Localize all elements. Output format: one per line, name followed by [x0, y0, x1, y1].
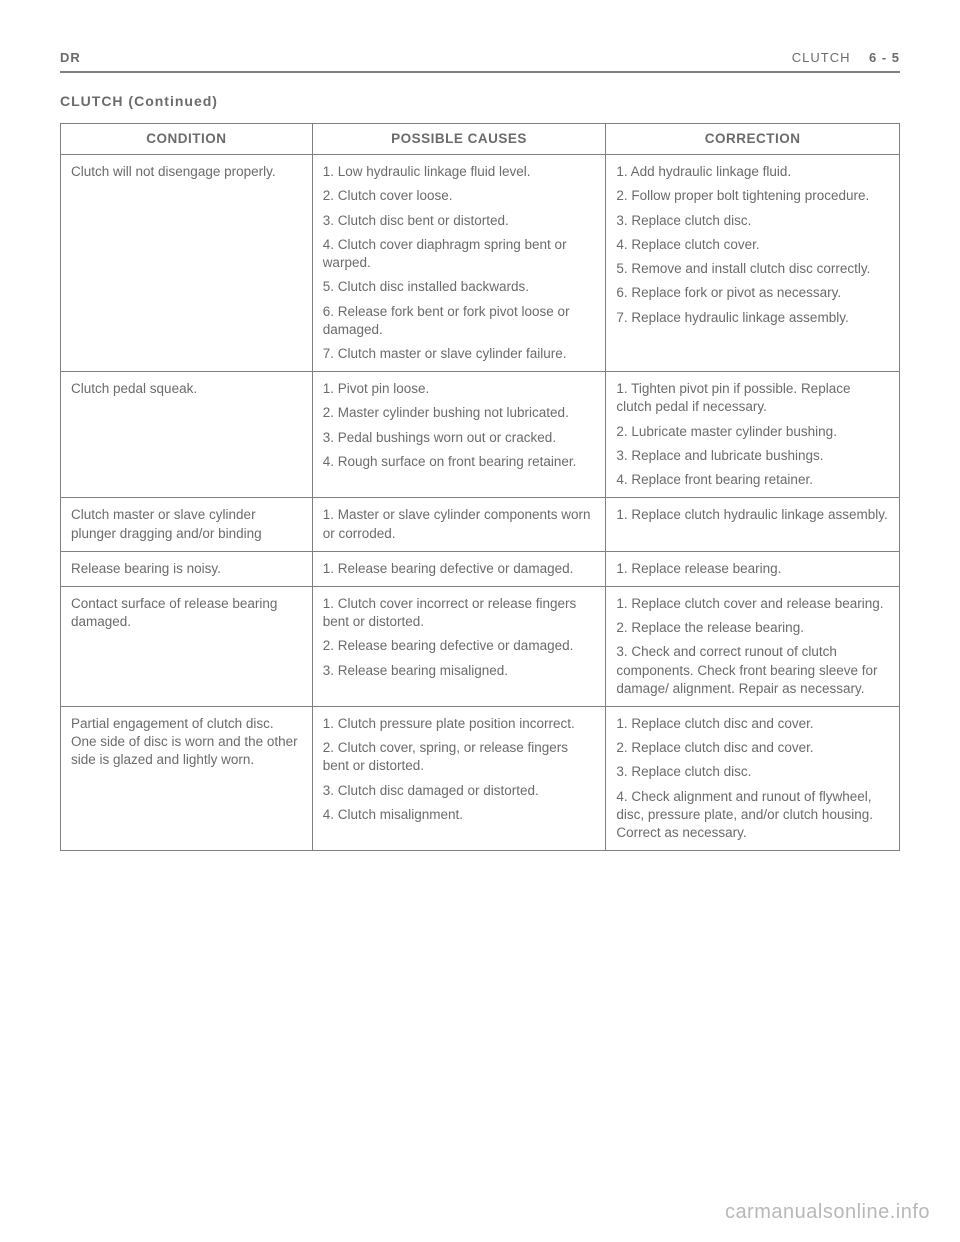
header-section: CLUTCH	[792, 50, 851, 65]
cause-item: 1. Release bearing defective or damaged.	[323, 560, 596, 578]
correction-item: 5. Remove and install clutch disc correc…	[616, 260, 889, 278]
cause-item: 2. Release bearing defective or damaged.	[323, 637, 596, 655]
correction-item: 4. Replace clutch cover.	[616, 236, 889, 254]
table-row: Clutch master or slave cylinder plunger …	[61, 498, 900, 551]
causes-cell: 1. Clutch pressure plate position incorr…	[312, 707, 606, 851]
cause-item: 1. Clutch cover incorrect or release fin…	[323, 595, 596, 631]
causes-cell: 1. Low hydraulic linkage fluid level. 2. …	[312, 155, 606, 372]
causes-cell: 1. Pivot pin loose. 2. Master cylinder bu…	[312, 372, 606, 498]
cause-item: 1. Pivot pin loose.	[323, 380, 596, 398]
col-correction: CORRECTION	[606, 124, 900, 155]
col-condition: CONDITION	[61, 124, 313, 155]
watermark: carmanualsonline.info	[725, 1201, 930, 1224]
correction-item: 2. Follow proper bolt tightening procedu…	[616, 187, 889, 205]
correction-cell: 1. Replace clutch cover and release bear…	[606, 586, 900, 706]
header-page: 6 - 5	[869, 50, 900, 65]
correction-item: 1. Replace clutch cover and release bear…	[616, 595, 889, 613]
cause-item: 4. Clutch misalignment.	[323, 806, 596, 824]
cause-item: 1. Low hydraulic linkage fluid level.	[323, 163, 596, 181]
correction-cell: 1. Replace release bearing.	[606, 551, 900, 586]
condition-cell: Clutch master or slave cylinder plunger …	[61, 498, 313, 551]
cause-item: 4. Clutch cover diaphragm spring bent or…	[323, 236, 596, 272]
cause-item: 3. Clutch disc bent or distorted.	[323, 212, 596, 230]
table-row: Clutch pedal squeak. 1. Pivot pin loose. 2…	[61, 372, 900, 498]
condition-cell: Clutch pedal squeak.	[61, 372, 313, 498]
cause-item: 2. Clutch cover loose.	[323, 187, 596, 205]
correction-item: 3. Check and correct runout of clutch co…	[616, 643, 889, 698]
header-rule	[60, 71, 900, 73]
correction-item: 6. Replace fork or pivot as necessary.	[616, 284, 889, 302]
table-row: Clutch will not disengage properly.1. Lo…	[61, 155, 900, 372]
causes-cell: 1. Master or slave cylinder components w…	[312, 498, 606, 551]
correction-item: 4. Replace front bearing retainer.	[616, 471, 889, 489]
correction-item: 3. Replace clutch disc.	[616, 212, 889, 230]
correction-item: 2. Replace clutch disc and cover.	[616, 739, 889, 757]
correction-item: 3. Replace and lubricate bushings.	[616, 447, 889, 465]
correction-item: 1. Tighten pivot pin if possible. Replac…	[616, 380, 889, 416]
correction-cell: 1. Replace clutch disc and cover. 2. Repl…	[606, 707, 900, 851]
correction-item: 2. Replace the release bearing.	[616, 619, 889, 637]
cause-item: 7. Clutch master or slave cylinder failu…	[323, 345, 596, 363]
correction-item: 3. Replace clutch disc.	[616, 763, 889, 781]
correction-item: 1. Replace clutch hydraulic linkage asse…	[616, 506, 889, 524]
correction-item: 1. Replace clutch disc and cover.	[616, 715, 889, 733]
cause-item: 3. Release bearing misaligned.	[323, 662, 596, 680]
correction-cell: 1. Add hydraulic linkage fluid. 2. Follow…	[606, 155, 900, 372]
cause-item: 2. Master cylinder bushing not lubricate…	[323, 404, 596, 422]
header-left: DR	[60, 50, 89, 65]
col-causes: POSSIBLE CAUSES	[312, 124, 606, 155]
causes-cell: 1. Release bearing defective or damaged.	[312, 551, 606, 586]
cause-item: 6. Release fork bent or fork pivot loose…	[323, 303, 596, 339]
table-header-row: CONDITION POSSIBLE CAUSES CORRECTION	[61, 124, 900, 155]
cause-item: 3. Pedal bushings worn out or cracked.	[323, 429, 596, 447]
correction-item: 2. Lubricate master cylinder bushing.	[616, 423, 889, 441]
cause-item: 1. Master or slave cylinder components w…	[323, 506, 596, 542]
cause-item: 5. Clutch disc installed backwards.	[323, 278, 596, 296]
condition-cell: Clutch will not disengage properly.	[61, 155, 313, 372]
cause-item: 2. Clutch cover, spring, or release fing…	[323, 739, 596, 775]
table-row: Contact surface of release bearing damag…	[61, 586, 900, 706]
correction-cell: 1. Tighten pivot pin if possible. Replac…	[606, 372, 900, 498]
correction-item: 7. Replace hydraulic linkage assembly.	[616, 309, 889, 327]
cause-item: 1. Clutch pressure plate position incorr…	[323, 715, 596, 733]
header-right: CLUTCH 6 - 5	[784, 50, 900, 65]
causes-cell: 1. Clutch cover incorrect or release fin…	[312, 586, 606, 706]
table-row: Partial engagement of clutch disc. One s…	[61, 707, 900, 851]
condition-cell: Contact surface of release bearing damag…	[61, 586, 313, 706]
condition-cell: Release bearing is noisy.	[61, 551, 313, 586]
table-row: Release bearing is noisy. 1. Release bear…	[61, 551, 900, 586]
condition-cell: Partial engagement of clutch disc. One s…	[61, 707, 313, 851]
cause-item: 3. Clutch disc damaged or distorted.	[323, 782, 596, 800]
correction-item: 1. Add hydraulic linkage fluid.	[616, 163, 889, 181]
correction-cell: 1. Replace clutch hydraulic linkage asse…	[606, 498, 900, 551]
diagnosis-table: CONDITION POSSIBLE CAUSES CORRECTION Clu…	[60, 123, 900, 851]
section-continued: CLUTCH (Continued)	[60, 93, 900, 109]
correction-item: 1. Replace release bearing.	[616, 560, 889, 578]
correction-item: 4. Check alignment and runout of flywhee…	[616, 788, 889, 843]
cause-item: 4. Rough surface on front bearing retain…	[323, 453, 596, 471]
